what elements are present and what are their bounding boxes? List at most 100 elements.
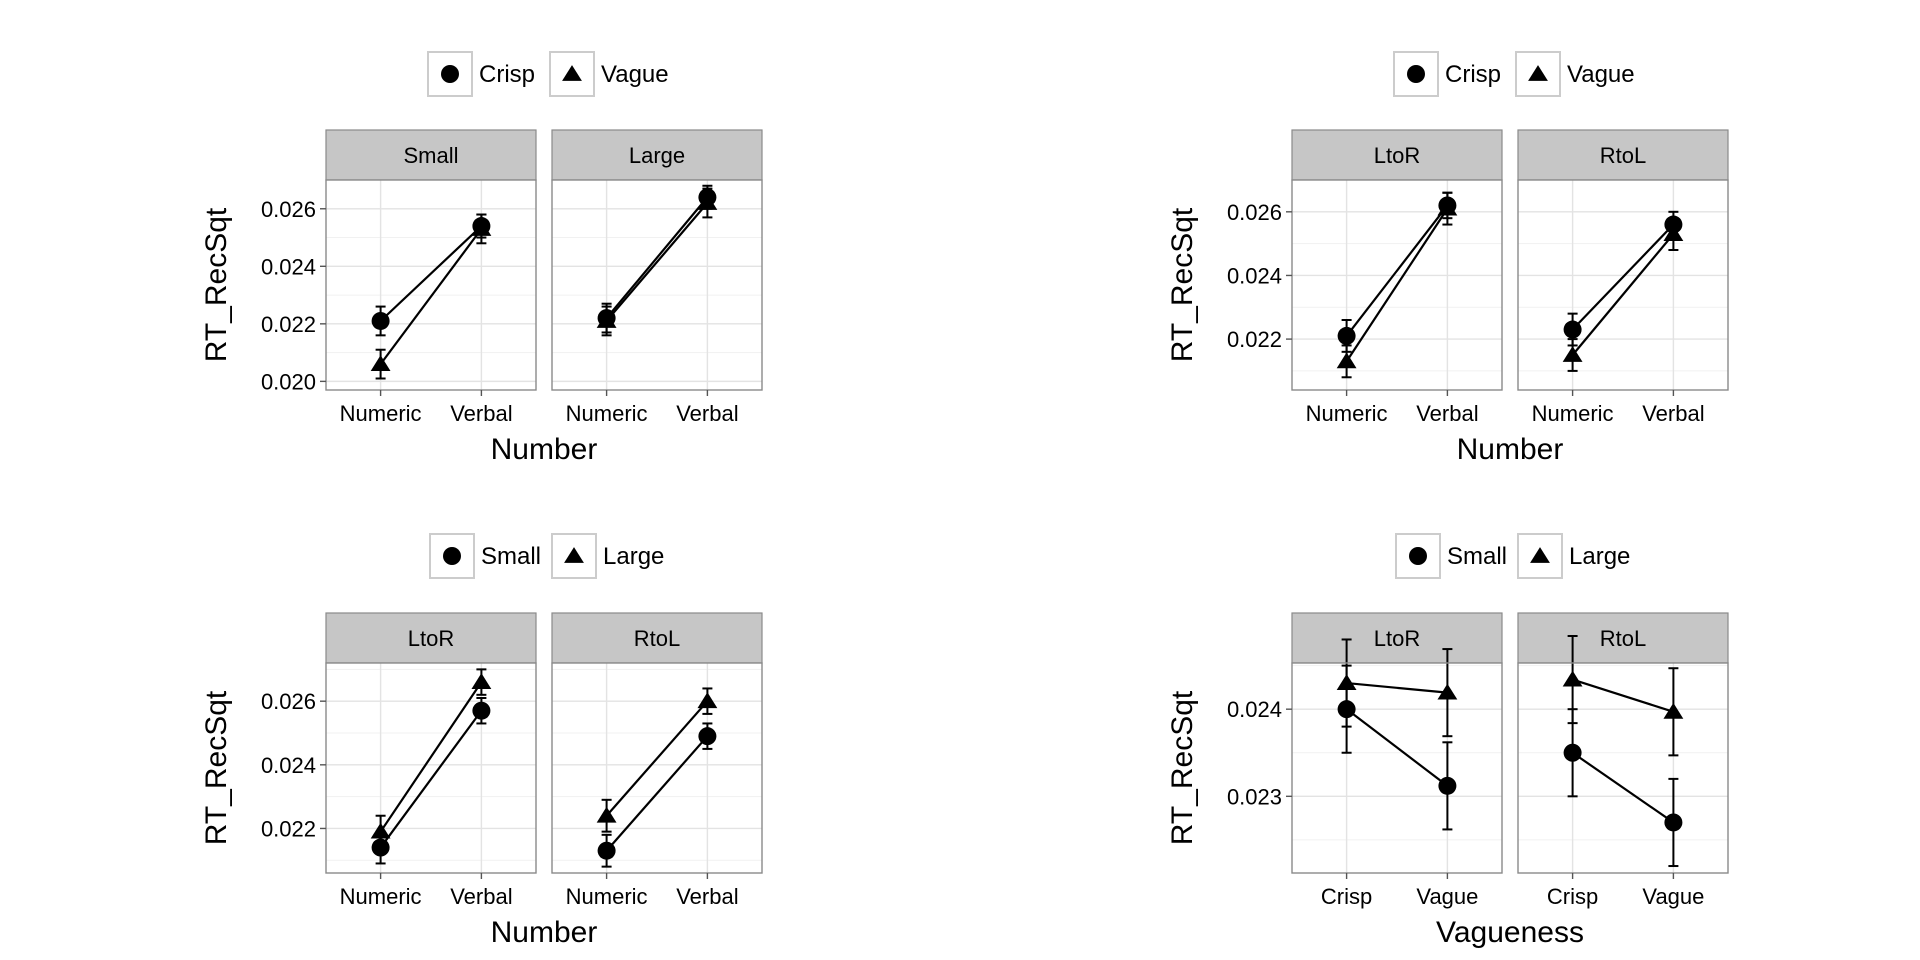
x-tick-label: Verbal — [1642, 401, 1704, 426]
panel-border — [551, 662, 763, 874]
legend-label: Crisp — [479, 61, 535, 88]
x-tick-label: Numeric — [1532, 401, 1614, 426]
series-line-small — [1345, 708, 1449, 787]
facet-strip-label: Small — [403, 143, 458, 168]
chart-1: Crisp Vague Small Numeric Verbal 0.020 0.022 0.… — [200, 51, 763, 466]
panel-border — [1517, 662, 1729, 874]
chart-2: Crisp Vague LtoR Numeric Verbal 0.022 0.024 0.0… — [1166, 51, 1729, 466]
y-tick-label: 0.022 — [261, 816, 316, 841]
data-point-large-numeric — [596, 806, 617, 823]
facet-strip-label: RtoL — [634, 626, 680, 651]
data-point-vague-numeric — [370, 355, 391, 372]
series-line-large — [605, 700, 709, 817]
triangle-legend-icon — [1528, 65, 1548, 81]
series-line-crisp — [1345, 204, 1449, 337]
series-line-vague — [605, 202, 709, 322]
data-point-crisp-numeric — [371, 311, 390, 330]
y-axis-title: RT_RecSqt — [1166, 690, 1199, 845]
x-axis-title: Vagueness — [1436, 916, 1584, 949]
y-axis-title: RT_RecSqt — [200, 690, 233, 845]
x-tick-label: Verbal — [450, 401, 512, 426]
legend: Small Large — [1395, 533, 1630, 579]
facet-strip — [1517, 612, 1729, 664]
x-tick-label: Verbal — [1416, 401, 1478, 426]
data-point-vague-verbal — [1437, 199, 1458, 216]
x-axis-title: Number — [1457, 433, 1564, 466]
legend: Small Large — [429, 533, 664, 579]
panel-background — [1518, 663, 1728, 873]
facet-strip-label: LtoR — [1374, 626, 1420, 651]
legend-label: Small — [1447, 543, 1507, 570]
panel-background — [326, 663, 536, 873]
circle-legend-icon — [1409, 547, 1427, 565]
facet-ltor: LtoR Numeric Verbal 0.022 0.024 0.026 — [1227, 129, 1503, 426]
x-tick-label: Verbal — [676, 401, 738, 426]
data-point-large-verbal — [697, 692, 718, 709]
x-tick-label: Numeric — [340, 401, 422, 426]
y-tick-label: 0.020 — [261, 369, 316, 394]
y-tick-label: 0.024 — [261, 254, 316, 279]
y-tick-label: 0.026 — [1227, 200, 1282, 225]
legend: Crisp Vague — [1393, 51, 1635, 97]
chart-3: Small Large LtoR Numeric Verbal 0.022 0.024 0.0… — [200, 533, 763, 949]
data-point-small-verbal — [472, 701, 491, 720]
series-line-small — [1571, 751, 1675, 824]
facet-ltor: LtoR Crisp Vague 0.023 0.024 — [1227, 612, 1503, 909]
series-line-crisp — [1571, 223, 1675, 331]
facet-rtol: RtoL Numeric Verbal — [551, 612, 763, 909]
data-point-large-verbal — [471, 673, 492, 690]
y-axis-title: RT_RecSqt — [1166, 207, 1199, 362]
y-axis-title: RT_RecSqt — [200, 207, 233, 362]
legend-label: Large — [603, 543, 664, 570]
chart-4: Small Large LtoR Crisp Vague 0.023 0.024 RtoL Cr… — [1166, 533, 1729, 949]
data-point-small-crisp — [1563, 743, 1582, 762]
legend-label: Large — [1569, 543, 1630, 570]
series-line-large — [379, 681, 483, 833]
data-point-vague-verbal — [697, 194, 718, 210]
x-tick-label: Numeric — [340, 884, 422, 909]
x-tick-label: Numeric — [1306, 401, 1388, 426]
panel-background — [1292, 663, 1502, 873]
data-point-large-crisp — [1336, 674, 1357, 690]
facet-large: Large Numeric Verbal — [551, 129, 763, 426]
legend: Crisp Vague — [427, 51, 669, 97]
facet-rtol: RtoL Crisp Vague — [1517, 612, 1729, 909]
facet-strip-label: LtoR — [1374, 143, 1420, 168]
data-point-vague-numeric — [596, 312, 617, 328]
x-axis-title: Number — [491, 433, 598, 466]
data-point-large-vague — [1663, 702, 1684, 719]
panel-border — [551, 179, 763, 391]
series-line-crisp — [605, 196, 709, 319]
x-tick-label: Verbal — [676, 884, 738, 909]
x-tick-label: Crisp — [1547, 884, 1598, 909]
facet-strip-label: LtoR — [408, 626, 454, 651]
panel-border — [325, 179, 537, 391]
facet-strip — [551, 612, 763, 664]
x-tick-label: Numeric — [566, 884, 648, 909]
y-tick-label: 0.024 — [261, 753, 316, 778]
data-point-vague-numeric — [1562, 346, 1583, 362]
facet-strip — [1517, 129, 1729, 181]
legend-label: Crisp — [1445, 61, 1501, 88]
series-line-vague — [379, 228, 483, 365]
series-line-crisp — [379, 225, 483, 322]
panel-background — [326, 180, 536, 390]
facet-strip — [1291, 612, 1503, 664]
data-point-large-crisp — [1562, 670, 1583, 687]
facet-ltor: LtoR Numeric Verbal 0.022 0.024 0.026 — [261, 612, 537, 909]
legend-label: Vague — [1567, 61, 1635, 88]
y-tick-label: 0.026 — [261, 197, 316, 222]
triangle-legend-icon — [562, 65, 582, 81]
x-tick-label: Vague — [1642, 884, 1704, 909]
panel-background — [1518, 180, 1728, 390]
panel-border — [1291, 179, 1503, 391]
circle-legend-icon — [441, 65, 459, 83]
panel-background — [552, 663, 762, 873]
facet-strip — [1291, 129, 1503, 181]
y-tick-label: 0.023 — [1227, 784, 1282, 809]
series-line-large — [1572, 678, 1674, 713]
series-line-large — [1346, 681, 1448, 694]
facet-strip-label: RtoL — [1600, 626, 1646, 651]
series-line-vague — [1571, 233, 1675, 356]
y-tick-label: 0.024 — [1227, 263, 1282, 288]
